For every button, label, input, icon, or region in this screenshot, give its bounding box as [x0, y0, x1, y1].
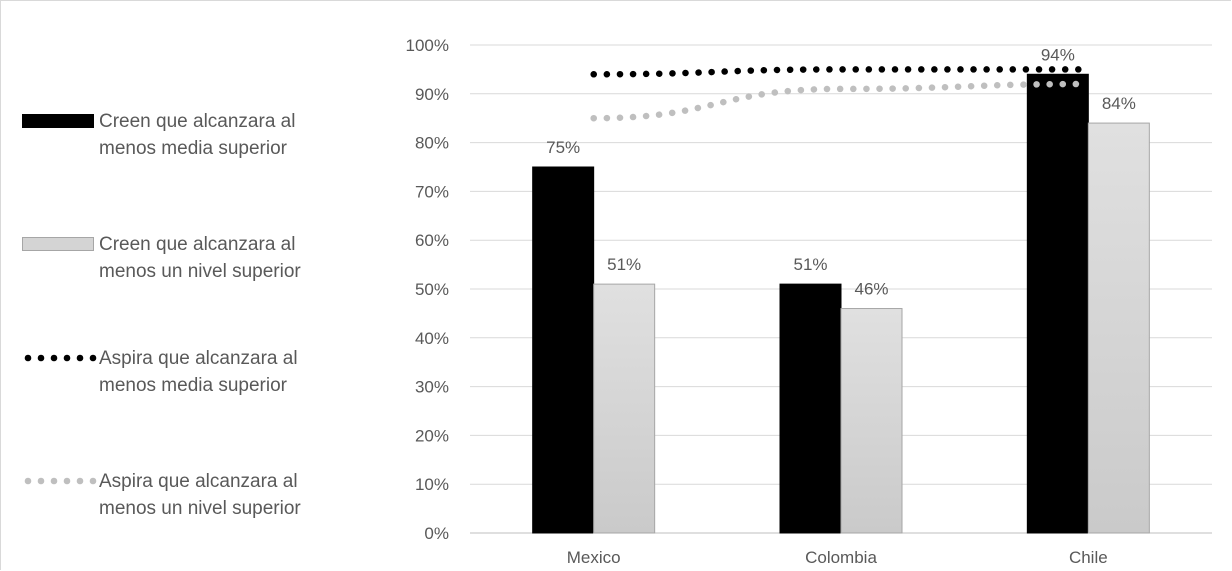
- y-tick-label: 40%: [415, 329, 449, 348]
- legend-swatch-black-dots: [24, 354, 97, 362]
- legend-label: Aspira que alcanzara al menos un nivel s…: [99, 471, 301, 519]
- data-label: 51%: [793, 255, 827, 274]
- y-tick-label: 90%: [415, 85, 449, 104]
- y-tick-label: 50%: [415, 280, 449, 299]
- data-label: 46%: [854, 280, 888, 299]
- y-tick-label: 80%: [415, 134, 449, 153]
- y-tick-label: 20%: [415, 426, 449, 445]
- y-tick-label: 10%: [415, 475, 449, 494]
- y-tick-label: 70%: [415, 182, 449, 201]
- dotted-lines: [590, 66, 1092, 122]
- x-tick-label: Colombia: [805, 548, 877, 567]
- bar: [593, 283, 656, 534]
- data-label: 51%: [607, 255, 641, 274]
- data-label: 84%: [1102, 94, 1136, 113]
- data-labels: 75% 51% 94% 51% 46% 84%: [546, 45, 1136, 298]
- dotted-series-line: [590, 66, 1092, 78]
- legend-swatch-black-bar: [22, 114, 94, 128]
- bar: [840, 308, 903, 534]
- x-tick-label: Chile: [1069, 548, 1108, 567]
- y-tick-label: 30%: [415, 378, 449, 397]
- data-label: 75%: [546, 138, 580, 157]
- legend-swatch-gray-bar: [22, 237, 94, 251]
- legend: Creen que alcanzara al menos media super…: [22, 0, 352, 571]
- y-tick-label: 100%: [406, 36, 449, 55]
- legend-label: Aspira que alcanzara al menos media supe…: [99, 348, 298, 396]
- x-tick-label: Mexico: [567, 548, 621, 567]
- legend-swatch-gray-dots: [24, 477, 97, 485]
- bar: [532, 166, 595, 534]
- y-tick-label: 0%: [424, 524, 449, 543]
- data-label: 94%: [1041, 45, 1075, 64]
- y-axis: 0% 10% 20% 30% 40% 50% 60% 70% 80% 90% 100%: [406, 36, 449, 543]
- bar: [1087, 122, 1150, 534]
- legend-label: Creen que alcanzara al menos media super…: [99, 111, 296, 159]
- legend-label: Creen que alcanzara al menos un nivel su…: [99, 234, 301, 282]
- dotted-series-line: [590, 80, 1092, 122]
- y-tick-label: 60%: [415, 231, 449, 250]
- bars: [532, 73, 1150, 534]
- bar: [779, 283, 842, 534]
- bar: [1026, 73, 1089, 534]
- x-axis: Mexico Colombia Chile: [567, 548, 1108, 567]
